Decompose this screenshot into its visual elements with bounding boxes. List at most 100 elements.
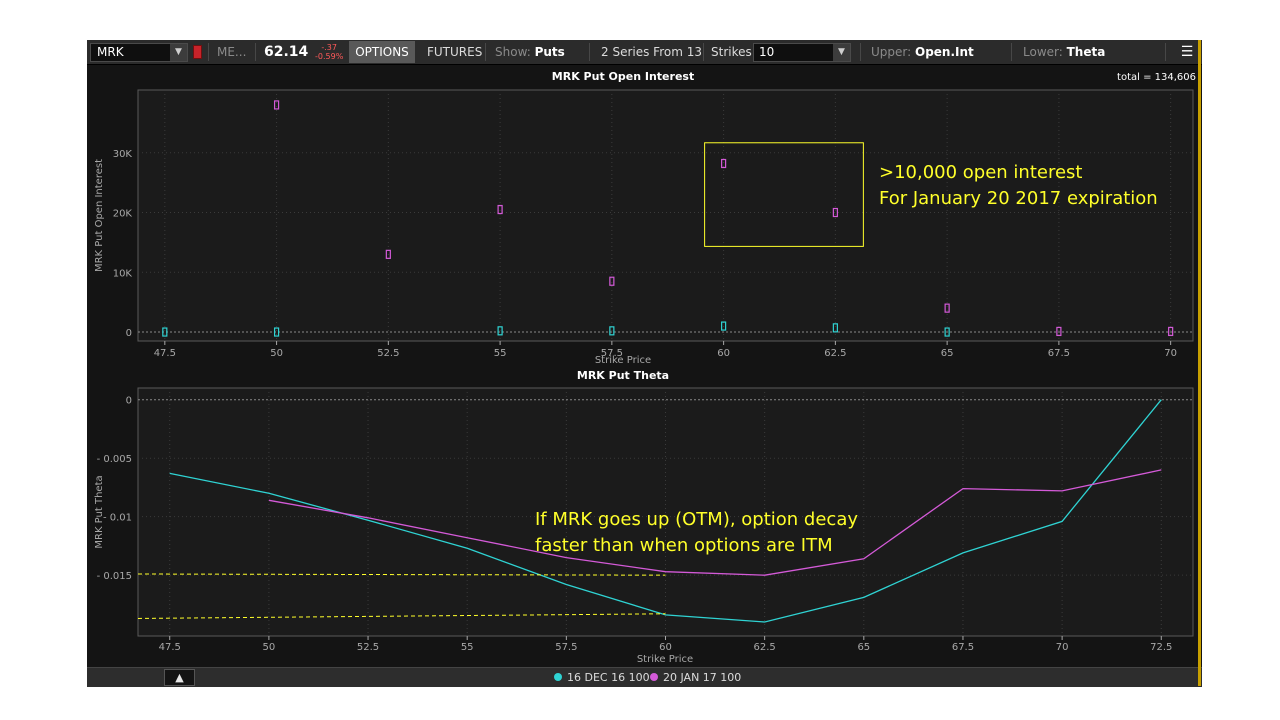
divider [860,43,861,61]
oi-point-jan17 [1056,326,1062,337]
oi-point-jan17 [1168,326,1174,337]
legend-label: 20 JAN 17 100 [663,671,742,684]
theta-tick-label-x: 70 [1056,642,1069,653]
chevron-down-icon[interactable]: ▼ [833,44,850,61]
oi-point-dec16 [497,326,503,336]
oi-point-jan17 [273,100,280,110]
thinkorswim-option-chart-window: MRK ▼ ME... 62.14 -.37 -0.59% OPTIONS FU… [87,40,1202,687]
theta-line-jan17 [268,469,1162,576]
theta-dashed-guide [137,573,666,576]
charts-area: MRK Put Open Interest total = 134,606 47.5… [94,70,1196,665]
legend-item-dec16: 16 DEC 16 100 [554,668,650,687]
oi-point-jan17 [385,249,391,259]
theta-tick-label-x: 65 [857,642,870,653]
theta-tick-label-x: 55 [461,642,474,653]
oi-tick-label-x: 50 [270,348,283,359]
legend-dot-icon [554,673,562,681]
theta-tick-label-x: 67.5 [952,642,974,653]
oi-tick-label-y: 10K [113,268,133,279]
divider [255,43,256,61]
symbol-selector[interactable]: MRK ▼ [90,43,188,62]
oi-point-jan17 [832,207,838,218]
oi-point-jan17 [721,158,727,169]
upper-value: Open.Int [915,45,974,59]
theta-tick-label-x: 57.5 [555,642,577,653]
oi-tick-label-y: 0 [126,328,132,339]
show-value: Puts [534,45,565,59]
lower-value: Theta [1066,45,1106,59]
oi-x-axis-label: Strike Price [595,355,651,366]
chevron-down-icon[interactable]: ▼ [170,44,187,61]
strikes-label: Strikes: [711,45,756,59]
oi-point-jan17 [497,204,503,215]
theta-dashed-guide [137,613,666,619]
theta-tick-label-x: 50 [263,642,276,653]
symbol-text: MRK [97,45,124,59]
hamburger-menu-icon[interactable]: ☰ [1180,44,1194,60]
change-absolute: -.37 [321,43,337,52]
oi-tick-label-x: 55 [494,348,507,359]
series-selector[interactable]: 2 Series From 13 [601,45,702,59]
tab-futures[interactable]: FUTURES [427,45,483,59]
collapse-icon[interactable]: ▲ [164,669,195,686]
theta-x-axis-label: Strike Price [637,654,693,665]
theta-annotation-text: faster than when options are ITM [535,535,833,556]
theta-y-axis-label: MRK Put Theta [94,475,105,548]
oi-point-dec16 [721,321,727,331]
lower-study-selector[interactable]: Lower: Theta [1023,40,1105,64]
divider [1165,43,1166,61]
theta-tick-label-x: 62.5 [754,642,776,653]
exchange-label[interactable]: ME... [217,45,247,59]
oi-point-dec16 [832,323,838,333]
oi-plot-frame [137,89,1194,342]
theta-tick-label-y: - 0.005 [97,454,132,465]
strikes-selector[interactable]: 10 ▼ [753,43,851,62]
show-label: Show: [495,45,531,59]
theta-line-dec16 [169,399,1162,623]
divider [1011,43,1012,61]
theta-tick-label-y: 0 [126,396,132,407]
oi-annotation-text: For January 20 2017 expiration [879,188,1158,209]
legend-bar: ▲ 16 DEC 16 100 20 JAN 17 100 [87,667,1202,687]
theta-tick-label-y: - 0.01 [103,513,132,524]
oi-point-jan17 [609,276,615,286]
tab-options[interactable]: OPTIONS [349,41,415,63]
oi-tick-label-x: 65 [941,348,954,359]
strikes-value: 10 [759,45,775,59]
theta-tick-label-x: 52.5 [357,642,379,653]
show-filter[interactable]: Show: Puts [495,40,565,64]
theta-tick-label-y: - 0.015 [97,571,132,582]
oi-tick-label-y: 20K [113,209,133,220]
theta-tick-label-x: 60 [659,642,672,653]
divider [485,43,486,61]
theta-chart-title: MRK Put Theta [577,369,669,382]
last-price: 62.14 [264,44,309,60]
alert-flag-icon[interactable] [193,45,202,59]
oi-tick-label-x: 52.5 [377,348,399,359]
oi-y-axis-label: MRK Put Open Interest [94,159,105,272]
oi-highlight-box [704,142,864,247]
change-percent: -0.59% [315,52,344,61]
oi-tick-label-x: 57.5 [601,348,623,359]
oi-total-label: total = 134,606 [1117,72,1196,83]
oi-point-dec16 [162,327,168,337]
upper-label: Upper: [871,45,912,59]
oi-tick-label-x: 47.5 [154,348,176,359]
oi-annotation-text: >10,000 open interest [879,162,1082,183]
oi-tick-label-x: 67.5 [1048,348,1070,359]
oi-chart-title: MRK Put Open Interest [552,70,694,83]
oi-point-dec16 [609,326,615,336]
lower-label: Lower: [1023,45,1063,59]
window-edge [1198,40,1201,686]
oi-tick-label-y: 30K [113,149,133,160]
price-change: -.37 -0.59% [315,43,343,61]
divider [208,43,209,61]
oi-point-jan17 [944,303,950,313]
theta-annotation-text: If MRK goes up (OTM), option decay [535,509,858,530]
toolbar: MRK ▼ ME... 62.14 -.37 -0.59% OPTIONS FU… [87,40,1202,65]
theta-tick-label-x: 47.5 [159,642,181,653]
upper-study-selector[interactable]: Upper: Open.Int [871,40,974,64]
oi-point-dec16 [944,327,950,337]
oi-point-dec16 [273,327,280,337]
theta-tick-label-x: 72.5 [1150,642,1172,653]
